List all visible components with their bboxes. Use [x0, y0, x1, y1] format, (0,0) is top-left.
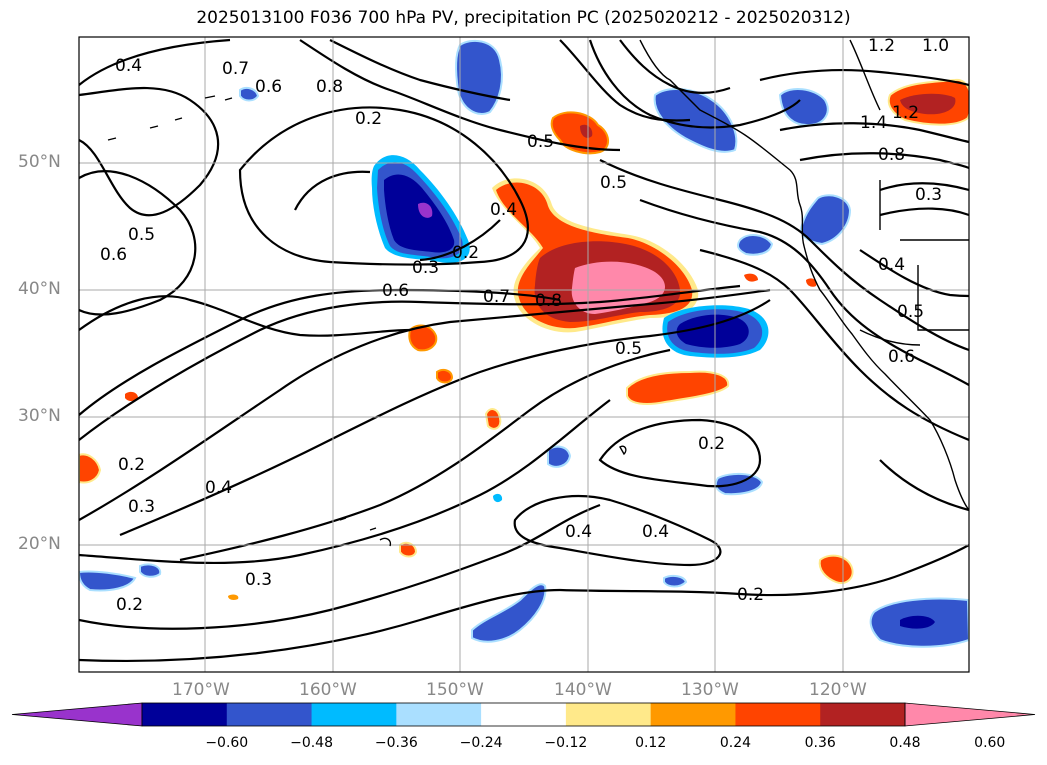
colorbar-tick-label: 0.48 — [889, 735, 921, 751]
contour-label: 0.2 — [698, 434, 725, 454]
contour-label: 1.2 — [868, 36, 895, 56]
contour-label: 1.2 — [892, 103, 919, 123]
colorbar-outline — [141, 702, 906, 727]
contour-label: 0.4 — [642, 522, 669, 542]
contour-label: 0.6 — [100, 245, 127, 265]
contour-label: 0.7 — [483, 287, 510, 307]
contour-label: 0.4 — [115, 56, 142, 76]
contour-label: 1.0 — [922, 36, 949, 56]
contour-label: 0.8 — [878, 145, 905, 165]
colorbar-segment — [396, 703, 482, 726]
contour-label: 0.7 — [222, 59, 249, 79]
contour-label: 0.3 — [915, 185, 942, 205]
contour-label: 0.2 — [737, 585, 764, 605]
contour-label: 0.4 — [878, 255, 905, 275]
lon-label-140w: 140°W — [554, 680, 612, 700]
colorbar-tick-label: −0.12 — [544, 735, 588, 751]
lat-label-40n: 40°N — [18, 279, 61, 299]
contour-label: 0.6 — [888, 347, 915, 367]
lon-label-150w: 150°W — [426, 680, 484, 700]
contour-label: 0.5 — [600, 173, 627, 193]
colorbar-tick-label: 0.12 — [635, 735, 667, 751]
colorbar-tick-label: −0.24 — [459, 735, 503, 751]
contour-label: 0.8 — [535, 291, 562, 311]
contour-label: 0.8 — [316, 77, 343, 97]
colorbar-tick-label: 0.60 — [974, 735, 1006, 751]
contour-label: 0.6 — [255, 77, 282, 97]
contour-label: 1.4 — [860, 113, 887, 133]
contour-label: 0.2 — [118, 455, 145, 475]
lat-label-20n: 20°N — [18, 534, 61, 554]
lat-label-30n: 30°N — [18, 406, 61, 426]
contour-label: 0.4 — [205, 478, 232, 498]
contour-label: 0.5 — [128, 225, 155, 245]
map-frame — [78, 36, 970, 673]
colorbar-tick-label: −0.36 — [374, 735, 418, 751]
colorbar-segment — [311, 703, 397, 726]
colorbar-segment — [735, 703, 821, 726]
colorbar-segment — [565, 703, 652, 726]
contour-label: 0.3 — [412, 258, 439, 278]
colorbar-tick-label: 0.36 — [804, 735, 836, 751]
contour-label: 0.4 — [565, 522, 592, 542]
contour-label: 0.5 — [897, 302, 924, 322]
contour-label: 0.5 — [615, 339, 642, 359]
colorbar-segment — [142, 703, 228, 726]
lon-label-170w: 170°W — [172, 680, 230, 700]
colorbar-segment — [226, 703, 313, 726]
contour-labels: 0.4 0.7 0.6 0.8 0.2 0.5 0.5 0.4 0.6 0.5 … — [100, 36, 949, 615]
contour-label: 0.3 — [128, 497, 155, 517]
contour-label: 0.2 — [116, 595, 143, 615]
colorbar-tick-label: −0.60 — [205, 735, 249, 751]
contour-label: 0.2 — [355, 109, 382, 129]
lon-label-160w: 160°W — [299, 680, 357, 700]
contour-label: 0.2 — [452, 243, 479, 263]
contour-label: 0.3 — [245, 570, 272, 590]
lon-label-130w: 130°W — [681, 680, 739, 700]
colorbar-tick-label: 0.24 — [719, 735, 752, 751]
colorbar-extend-high — [904, 702, 1036, 727]
lat-label-50n: 50°N — [18, 152, 61, 172]
colorbar — [11, 702, 1036, 727]
precip-pc-fill — [79, 39, 969, 648]
coastlines — [107, 39, 969, 547]
colorbar-segment — [820, 703, 906, 726]
colorbar-extend-low — [11, 702, 143, 727]
lon-label-120w: 120°W — [809, 680, 867, 700]
colorbar-segment — [650, 703, 736, 726]
contour-label: 0.5 — [527, 132, 554, 152]
contour-label: 0.6 — [382, 281, 409, 301]
contour-label: 0.4 — [490, 200, 517, 220]
colorbar-segment — [481, 703, 567, 726]
colorbar-tick-label: −0.48 — [290, 735, 333, 751]
map-title: 2025013100 F036 700 hPa PV, precipitatio… — [196, 8, 851, 28]
